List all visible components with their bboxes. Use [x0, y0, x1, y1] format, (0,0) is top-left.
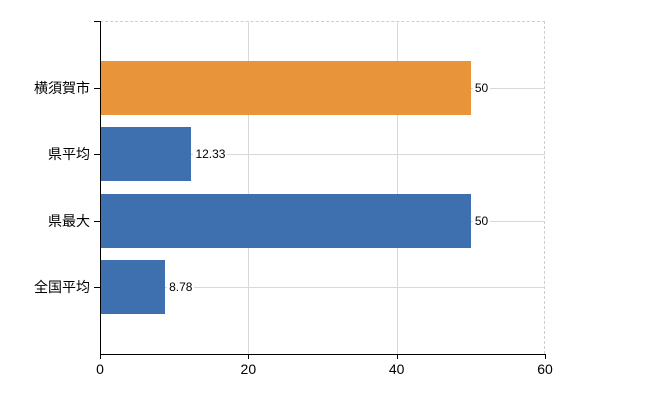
x-axis-tick: [545, 355, 546, 359]
x-tick-label: 40: [388, 361, 405, 377]
plot-area: 50 12.33 50 8.78: [100, 21, 545, 354]
bar-2: [100, 127, 192, 182]
x-tick-label: 60: [537, 361, 553, 377]
x-axis-tick: [396, 355, 398, 359]
y-axis-tick: [94, 220, 100, 222]
bar-value-label: 50: [472, 78, 491, 97]
y-axis-tick: [94, 154, 100, 156]
x-axis-tick: [100, 355, 101, 359]
x-gridline: [396, 21, 398, 354]
bar-value-label: 50: [472, 211, 491, 230]
category-label: 県最大: [48, 212, 90, 229]
plot-border-right: [544, 21, 545, 354]
y-gridline: [100, 287, 545, 289]
category-label: 横須賀市: [34, 79, 90, 96]
plot-border-top: [100, 21, 545, 22]
x-axis-tick: [248, 355, 250, 359]
x-axis-line: [100, 354, 546, 355]
bar-4: [100, 260, 166, 315]
bar-1: [100, 60, 471, 115]
y-axis-tick: [94, 21, 100, 22]
x-gridline: [248, 21, 250, 354]
x-tick-label: 0: [96, 361, 104, 377]
category-label: 県平均: [48, 146, 90, 163]
y-axis-tick: [94, 87, 100, 89]
y-gridline: [100, 154, 545, 156]
bar-value-label: 12.33: [193, 145, 228, 164]
category-label: 全国平均: [34, 279, 90, 296]
bar-value-label: 8.78: [167, 278, 195, 297]
bar-3: [100, 193, 471, 248]
y-axis-tick: [94, 287, 100, 289]
y-axis-line: [100, 21, 101, 354]
x-tick-label: 20: [240, 361, 257, 377]
